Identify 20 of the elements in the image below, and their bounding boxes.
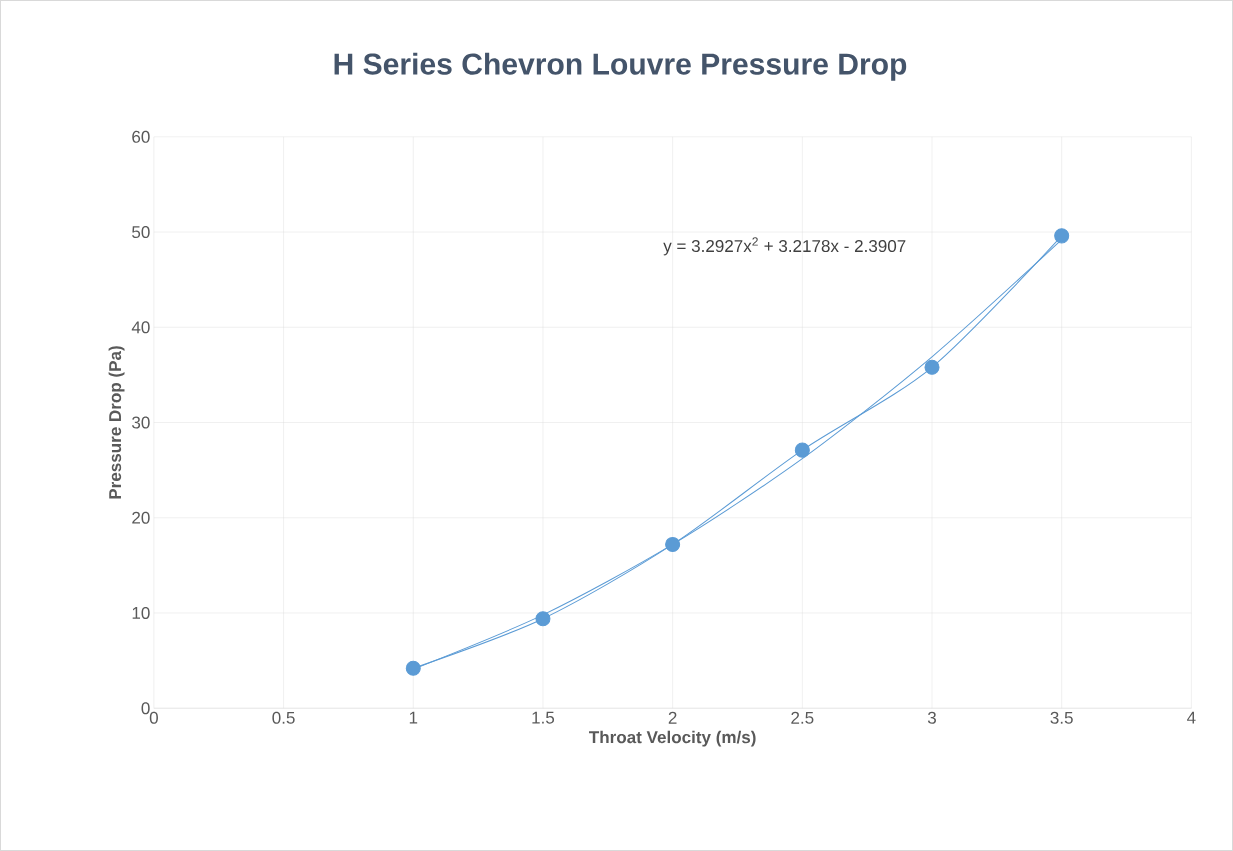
y-tick-label: 20: [132, 511, 150, 524]
x-tick-label: 0: [149, 711, 158, 724]
y-axis-title: Pressure Drop (Pa): [108, 346, 125, 499]
y-tick-label: 0: [141, 702, 150, 715]
x-tick-label: 1: [409, 711, 418, 724]
y-tick-label: 10: [132, 606, 150, 619]
annotation: y = 3.2927x$^{2}$ + 3.2178x - 2.3907: [663, 237, 906, 256]
y-tick-label: 30: [132, 416, 150, 429]
x-tick-label: 3.5: [1050, 711, 1073, 724]
x-tick-label: 3: [927, 711, 936, 724]
y-tick-label: 60: [132, 130, 150, 143]
x-axis-title: Throat Velocity (m/s): [589, 730, 756, 747]
x-tick-label: 2: [668, 711, 677, 724]
y-tick-label: 50: [132, 225, 150, 239]
x-tick-label: 1.5: [532, 711, 555, 724]
x-tick-label: 2.5: [791, 711, 814, 724]
x-tick-label: 0.5: [272, 711, 295, 724]
chart-title: H Series Chevron Louvre Pressure Drop: [334, 52, 907, 81]
y-tick-label: 40: [131, 321, 150, 334]
x-tick-label: 4: [1187, 711, 1196, 724]
